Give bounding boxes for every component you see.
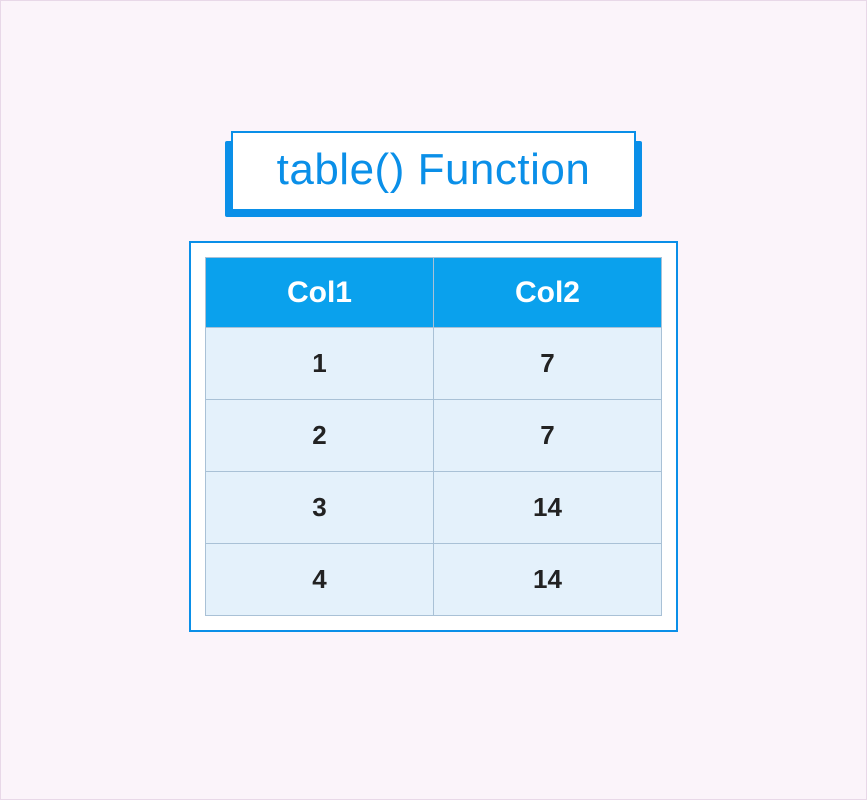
table-container: Col1 Col2 1 7 2 7 3 14 4 (189, 241, 678, 632)
table-row: 2 7 (206, 400, 662, 472)
title-container: table() Function (231, 131, 637, 211)
table-header-row: Col1 Col2 (206, 258, 662, 328)
table-cell: 1 (206, 328, 434, 400)
table-row: 1 7 (206, 328, 662, 400)
table-row: 4 14 (206, 544, 662, 616)
table-cell: 3 (206, 472, 434, 544)
page: table() Function Col1 Col2 1 7 2 7 (0, 0, 867, 800)
table-row: 3 14 (206, 472, 662, 544)
table-cell: 14 (434, 472, 662, 544)
data-table: Col1 Col2 1 7 2 7 3 14 4 (205, 257, 662, 616)
table-cell: 7 (434, 328, 662, 400)
table-cell: 7 (434, 400, 662, 472)
title-box: table() Function (231, 131, 637, 211)
table-cell: 2 (206, 400, 434, 472)
page-title: table() Function (277, 145, 591, 194)
table-cell: 14 (434, 544, 662, 616)
table-cell: 4 (206, 544, 434, 616)
table-header-cell: Col2 (434, 258, 662, 328)
table-header-cell: Col1 (206, 258, 434, 328)
